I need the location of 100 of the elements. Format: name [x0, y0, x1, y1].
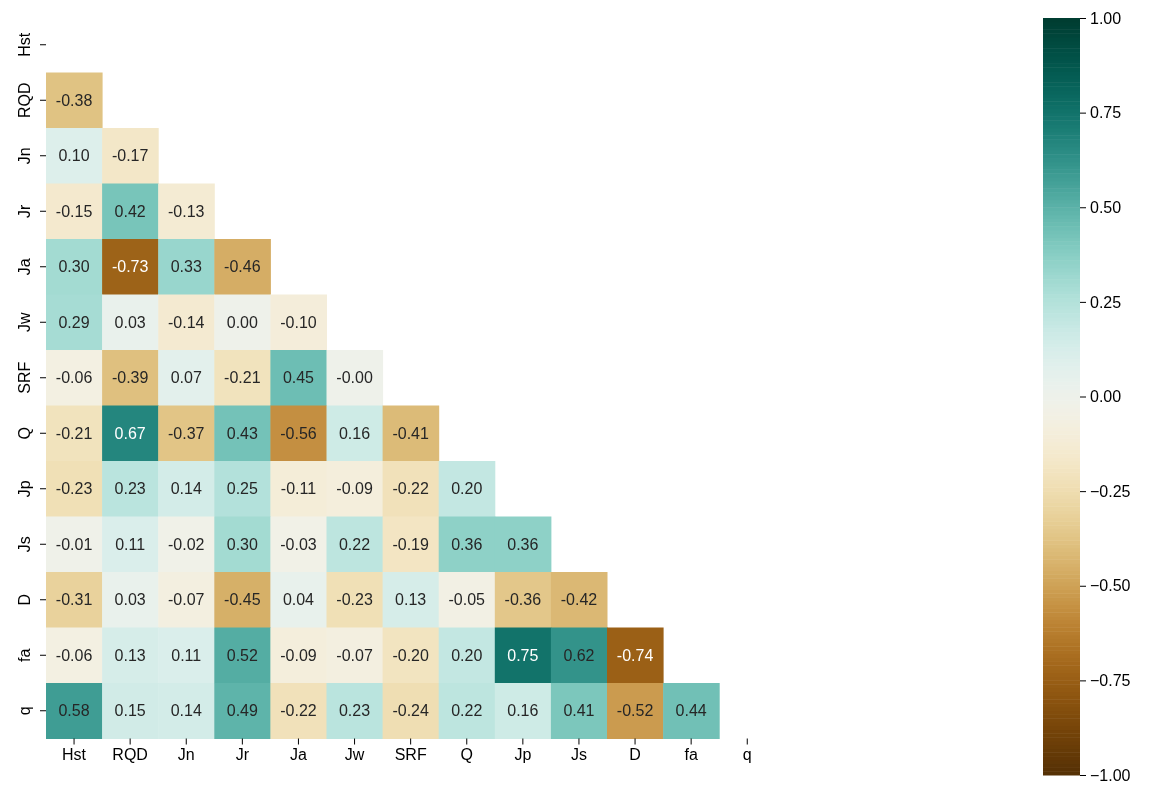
data-label: -0.15: [55, 202, 93, 220]
color-bar-label: 0.50: [1090, 198, 1122, 216]
data-label: 0.62: [563, 646, 595, 664]
data-label: -0.05: [448, 591, 486, 609]
y-tick-label: Jw: [15, 312, 33, 333]
data-label: -0.21: [55, 424, 93, 442]
data-label: 0.14: [170, 702, 202, 720]
data-label: 0.14: [170, 480, 202, 498]
x-tick-label: Jn: [177, 745, 195, 763]
x-tick-label: D: [629, 745, 641, 763]
data-label: -0.09: [336, 480, 373, 498]
data-label: -0.11: [280, 480, 317, 498]
data-label: -0.03: [280, 535, 317, 553]
x-tick-label: SRF: [394, 745, 427, 763]
x-tick-label: Ja: [290, 745, 307, 763]
data-label: 0.03: [114, 313, 146, 331]
data-label: 0.00: [226, 313, 259, 331]
data-label: -0.07: [168, 591, 205, 609]
data-label: 0.36: [451, 535, 483, 553]
x-tick-label: Jr: [235, 745, 250, 763]
x-tick-label: RQD: [112, 745, 148, 763]
data-label: -0.00: [336, 369, 373, 387]
y-tick-label: Hst: [15, 32, 33, 57]
data-label: -0.14: [168, 313, 205, 331]
data-label: 0.45: [282, 369, 315, 387]
y-tick-label: SRF: [15, 361, 33, 394]
data-label: -0.22: [392, 480, 429, 498]
y-tick-label: q: [15, 706, 33, 716]
data-label: -0.39: [111, 369, 149, 387]
color-bar-label: 0.75: [1090, 104, 1122, 122]
data-label: -0.13: [168, 202, 205, 220]
data-label: 0.30: [58, 258, 90, 276]
data-label: -0.56: [280, 424, 317, 442]
data-label: -0.07: [336, 646, 373, 664]
y-tick-label: Jr: [15, 203, 33, 218]
data-label: 0.20: [451, 646, 483, 664]
data-label: 0.10: [58, 147, 90, 165]
data-label: 0.16: [338, 424, 371, 442]
data-label: -0.02: [168, 535, 205, 553]
x-tick-label: Jw: [344, 745, 365, 763]
data-label: -0.45: [224, 591, 261, 609]
x-tick-label: Js: [570, 745, 587, 763]
x-tick-label: fa: [684, 745, 698, 763]
y-tick-label: Jp: [15, 480, 33, 498]
data-label: 0.20: [451, 480, 483, 498]
color-bar-label: −0.25: [1090, 482, 1131, 500]
data-label: -0.24: [392, 702, 429, 720]
data-label: -0.17: [111, 147, 149, 165]
data-label: -0.36: [504, 591, 542, 609]
data-label: 0.30: [226, 535, 259, 553]
data-label: 0.49: [226, 702, 259, 720]
data-label: 0.23: [114, 480, 146, 498]
data-label: -0.19: [392, 535, 429, 553]
data-label: 0.42: [114, 202, 146, 220]
data-label: -0.41: [392, 424, 429, 442]
data-label: 0.13: [114, 646, 146, 664]
y-tick-label: fa: [15, 648, 33, 662]
color-bar-label: −1.00: [1090, 766, 1131, 784]
data-label: -0.38: [55, 91, 93, 109]
data-label: 0.52: [226, 646, 259, 664]
data-label: 0.03: [114, 591, 146, 609]
data-label: 0.43: [226, 424, 259, 442]
data-label: 0.07: [170, 369, 202, 387]
data-label: -0.21: [224, 369, 261, 387]
data-label: -0.23: [55, 480, 93, 498]
x-tick-label: q: [742, 745, 752, 763]
data-label: -0.20: [392, 646, 429, 664]
data-label: 0.22: [451, 702, 483, 720]
data-label: -0.46: [224, 258, 261, 276]
data-label: -0.06: [55, 369, 93, 387]
y-tick-label: Jn: [15, 147, 33, 165]
y-tick-label: D: [15, 593, 33, 606]
data-label: -0.22: [280, 702, 317, 720]
data-label: 0.41: [563, 702, 595, 720]
data-label: 0.22: [338, 535, 371, 553]
data-label: 0.25: [226, 480, 259, 498]
data-label: 0.67: [114, 424, 146, 442]
data-label: 0.11: [115, 535, 146, 553]
y-tick-label: Ja: [15, 258, 33, 276]
data-label: -0.37: [168, 424, 205, 442]
data-label: 0.15: [114, 702, 146, 720]
data-label: -0.23: [336, 591, 373, 609]
y-tick-label: RQD: [15, 82, 33, 119]
x-tick-label: Jp: [514, 745, 532, 763]
data-label: -0.31: [55, 591, 93, 609]
data-label: 0.11: [171, 646, 202, 664]
data-label: 0.29: [58, 313, 90, 331]
data-label: -0.73: [111, 258, 149, 276]
x-tick-label: Q: [460, 745, 473, 763]
data-label: 0.23: [338, 702, 371, 720]
data-label: -0.52: [616, 702, 654, 720]
data-label: 0.13: [395, 591, 427, 609]
data-label: 0.44: [675, 702, 707, 720]
y-tick-label: Js: [15, 536, 33, 553]
color-bar-label: 0.25: [1090, 293, 1122, 311]
color-bar-label: 1.00: [1090, 9, 1122, 27]
color-bar-label: −0.50: [1090, 577, 1131, 595]
data-label: 0.75: [507, 646, 539, 664]
data-label: -0.09: [280, 646, 317, 664]
color-bar-label: −0.75: [1090, 671, 1131, 689]
